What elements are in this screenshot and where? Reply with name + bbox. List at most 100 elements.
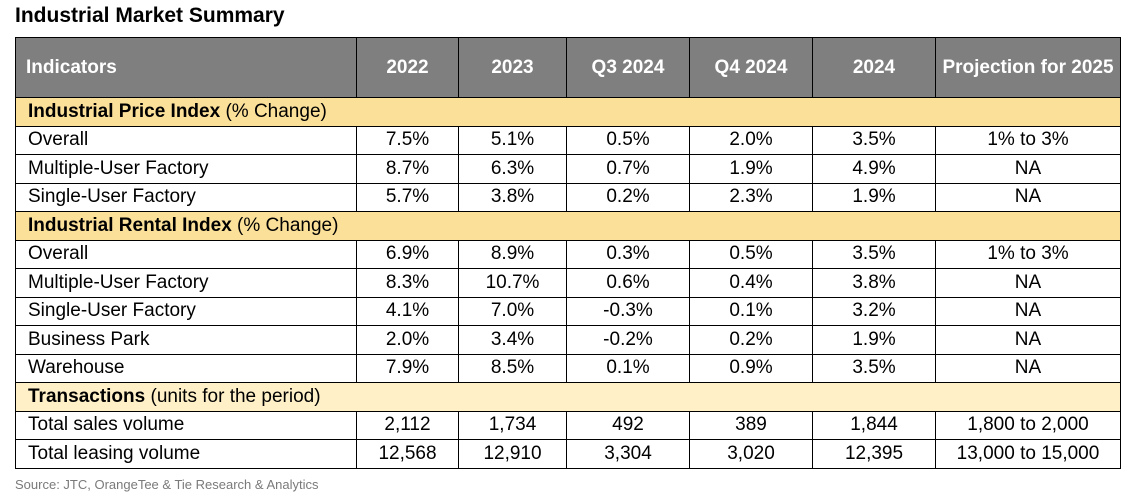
table-cell: 6.3%: [458, 154, 567, 184]
table-cell: 1% to 3%: [935, 125, 1121, 155]
table-cell: 2.3%: [689, 182, 813, 212]
table-cell: 1,800 to 2,000: [935, 410, 1121, 440]
table-cell: 3.5%: [812, 353, 936, 383]
column-header-2023: 2023: [458, 37, 567, 98]
column-header-projection-2025: Projection for 2025: [935, 37, 1121, 98]
table-cell: 2,112: [356, 410, 459, 440]
table-cell: 0.1%: [566, 353, 690, 383]
table-cell: 5.1%: [458, 125, 567, 155]
table-cell: 3.8%: [812, 268, 936, 298]
table-cell: 389: [689, 410, 813, 440]
table-cell: 2.0%: [689, 125, 813, 155]
section-header-row: Industrial Rental Index (% Change): [15, 211, 1121, 241]
table-cell: 0.1%: [689, 296, 813, 326]
table-cell: 1.9%: [812, 182, 936, 212]
table-cell: NA: [935, 296, 1121, 326]
table-cell: -0.3%: [566, 296, 690, 326]
table-cell: 8.3%: [356, 268, 459, 298]
table-cell: 8.7%: [356, 154, 459, 184]
table-cell: 0.4%: [689, 268, 813, 298]
section-note: (units for the period): [145, 385, 321, 407]
table-cell: 5.7%: [356, 182, 459, 212]
table-cell: NA: [935, 154, 1121, 184]
table-cell: 0.6%: [566, 268, 690, 298]
table-cell: 7.9%: [356, 353, 459, 383]
table-row: Total sales volume 2,112 1,734 492 389 1,844 1…: [15, 410, 1121, 440]
column-header-2024: 2024: [812, 37, 936, 98]
table-cell: 3.2%: [812, 296, 936, 326]
table-cell: 8.5%: [458, 353, 567, 383]
page-title: Industrial Market Summary: [15, 4, 285, 27]
table-cell: 7.5%: [356, 125, 459, 155]
table-row: Multiple-User Factory 8.7% 6.3% 0.7% 1.9% 4.9…: [15, 154, 1121, 184]
table-row: Single-User Factory 4.1% 7.0% -0.3% 0.1% 3.2%…: [15, 296, 1121, 326]
source-note: Source: JTC, OrangeTee & Tie Research & …: [15, 477, 319, 492]
row-label: Warehouse: [15, 353, 357, 383]
table-row: Single-User Factory 5.7% 3.8% 0.2% 2.3% 1.9% N…: [15, 182, 1121, 212]
table-cell: 492: [566, 410, 690, 440]
table-cell: 1% to 3%: [935, 239, 1121, 269]
section-title: Transactions: [28, 385, 146, 407]
row-label: Multiple-User Factory: [15, 154, 357, 184]
table-cell: NA: [935, 353, 1121, 383]
column-header-q3-2024: Q3 2024: [566, 37, 690, 98]
table-cell: 6.9%: [356, 239, 459, 269]
table-cell: 10.7%: [458, 268, 567, 298]
column-header-indicators: Indicators: [15, 37, 357, 98]
table-cell: 1.9%: [812, 325, 936, 355]
row-label: Overall: [15, 125, 357, 155]
table-header-row: Indicators 2022 2023 Q3 2024 Q4 2024 202…: [15, 37, 1121, 98]
table-cell: 7.0%: [458, 296, 567, 326]
section-header-cell: Industrial Price Index (% Change): [15, 97, 1121, 127]
table-cell: 1,844: [812, 410, 936, 440]
table-cell: 0.7%: [566, 154, 690, 184]
row-label: Total leasing volume: [15, 439, 357, 469]
table-cell: 0.2%: [566, 182, 690, 212]
table-cell: 3.5%: [812, 125, 936, 155]
table-cell: 12,910: [458, 439, 567, 469]
table-cell: 0.5%: [566, 125, 690, 155]
table-cell: 2.0%: [356, 325, 459, 355]
section-note: (% Change): [220, 100, 327, 122]
row-label: Multiple-User Factory: [15, 268, 357, 298]
table-cell: 12,395: [812, 439, 936, 469]
table-cell: 1,734: [458, 410, 567, 440]
table-cell: 3.5%: [812, 239, 936, 269]
row-label: Single-User Factory: [15, 296, 357, 326]
section-header-row: Industrial Price Index (% Change): [15, 97, 1121, 127]
table-cell: 0.2%: [689, 325, 813, 355]
table-row: Total leasing volume 12,568 12,910 3,304 3,0…: [15, 439, 1121, 469]
row-label: Total sales volume: [15, 410, 357, 440]
table-row: Multiple-User Factory 8.3% 10.7% 0.6% 0.4% 3.…: [15, 268, 1121, 298]
table-cell: -0.2%: [566, 325, 690, 355]
section-title: Industrial Price Index: [28, 100, 221, 122]
column-header-2022: 2022: [356, 37, 459, 98]
section-header-cell: Industrial Rental Index (% Change): [15, 211, 1121, 241]
table-cell: 4.1%: [356, 296, 459, 326]
row-label: Overall: [15, 239, 357, 269]
table-cell: 3.8%: [458, 182, 567, 212]
table-row: Warehouse 7.9% 8.5% 0.1% 0.9% 3.5% NA: [15, 353, 1121, 383]
table-cell: 0.3%: [566, 239, 690, 269]
table-cell: 0.9%: [689, 353, 813, 383]
table-cell: 0.5%: [689, 239, 813, 269]
table-cell: 3,304: [566, 439, 690, 469]
table-cell: NA: [935, 268, 1121, 298]
table-cell: 12,568: [356, 439, 459, 469]
table-cell: 8.9%: [458, 239, 567, 269]
table-row: Overall 7.5% 5.1% 0.5% 2.0% 3.5% 1% to 3%: [15, 125, 1121, 155]
section-title: Industrial Rental Index: [28, 214, 232, 236]
row-label: Business Park: [15, 325, 357, 355]
table-cell: NA: [935, 325, 1121, 355]
table-cell: NA: [935, 182, 1121, 212]
section-note: (% Change): [231, 214, 339, 236]
table-cell: 13,000 to 15,000: [935, 439, 1121, 469]
section-header-row: Transactions (units for the period): [15, 382, 1121, 412]
table-cell: 4.9%: [812, 154, 936, 184]
market-summary-table: Indicators 2022 2023 Q3 2024 Q4 2024 202…: [15, 37, 1121, 469]
table-row: Business Park 2.0% 3.4% -0.2% 0.2% 1.9% NA: [15, 325, 1121, 355]
table-cell: 3,020: [689, 439, 813, 469]
column-header-q4-2024: Q4 2024: [689, 37, 813, 98]
table-cell: 3.4%: [458, 325, 567, 355]
section-header-cell: Transactions (units for the period): [15, 382, 1121, 412]
